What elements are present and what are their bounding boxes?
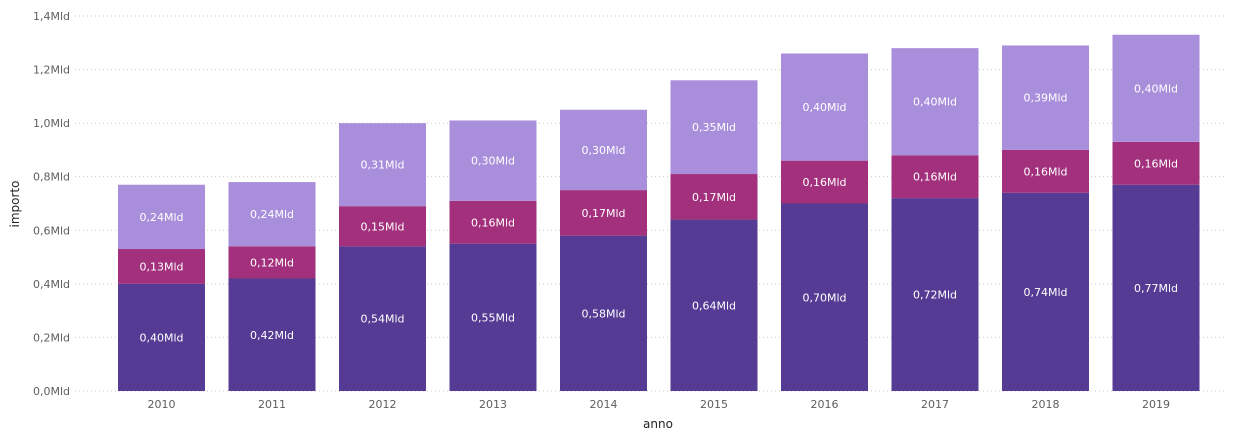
- y-tick-label: 1,2Mld: [33, 64, 70, 77]
- data-label: 0,24Mld: [250, 208, 294, 221]
- data-label: 0,16Mld: [471, 216, 515, 229]
- bar-segment[interactable]: [228, 246, 316, 279]
- x-tick-label: 2018: [1032, 398, 1060, 411]
- data-label: 0,35Mld: [692, 121, 736, 134]
- x-tick-label: 2013: [479, 398, 507, 411]
- x-tick-label: 2010: [148, 398, 176, 411]
- bar-segment[interactable]: [781, 203, 868, 392]
- data-label: 0,13Mld: [139, 260, 183, 273]
- bar-segment[interactable]: [891, 155, 979, 199]
- data-label: 0,74Mld: [1023, 286, 1067, 299]
- data-label: 0,39Mld: [1023, 92, 1067, 105]
- data-label: 0,70Mld: [802, 291, 846, 304]
- bar-segment[interactable]: [1112, 141, 1200, 185]
- x-tick-label: 2019: [1142, 398, 1170, 411]
- bar-segment[interactable]: [560, 190, 647, 236]
- bar-segment[interactable]: [449, 120, 537, 201]
- data-label: 0,16Mld: [1134, 157, 1178, 170]
- bar-segment[interactable]: [1002, 45, 1089, 150]
- x-tick-label: 2012: [369, 398, 397, 411]
- data-label: 0,15Mld: [360, 220, 404, 233]
- data-label: 0,17Mld: [692, 191, 736, 204]
- bar-segment[interactable]: [118, 184, 205, 250]
- data-label: 0,16Mld: [1023, 165, 1067, 178]
- bar-segment[interactable]: [781, 160, 868, 204]
- data-label: 0,17Mld: [581, 207, 625, 220]
- bar-segment[interactable]: [449, 200, 537, 244]
- bar-segment[interactable]: [449, 243, 537, 391]
- bar-segment[interactable]: [670, 174, 758, 220]
- x-axis-title: anno: [643, 417, 673, 431]
- data-label: 0,31Mld: [360, 159, 404, 172]
- bar-segment[interactable]: [339, 123, 426, 207]
- bar-segment[interactable]: [1112, 34, 1200, 142]
- data-label: 0,42Mld: [250, 329, 294, 342]
- bar-segment[interactable]: [1112, 184, 1200, 391]
- bar-segment[interactable]: [891, 198, 979, 391]
- bar-segment[interactable]: [118, 249, 205, 284]
- bar-segment[interactable]: [891, 48, 979, 156]
- data-label: 0,72Mld: [913, 289, 957, 302]
- bar-segment[interactable]: [228, 182, 316, 247]
- x-axis-ticks: 2010 2011 2012 2013 2014 2015 2016 2017 2018 2019: [148, 398, 1171, 411]
- data-label: 0,40Mld: [1134, 82, 1178, 95]
- bar-segment[interactable]: [670, 80, 758, 175]
- bar-segment[interactable]: [228, 278, 316, 392]
- data-label: 0,58Mld: [581, 307, 625, 320]
- bar-segment[interactable]: [339, 206, 426, 247]
- y-tick-label: 1,4Mld: [33, 10, 70, 23]
- data-label: 0,54Mld: [360, 313, 404, 326]
- x-tick-label: 2011: [258, 398, 286, 411]
- y-tick-label: 0,2Mld: [33, 331, 70, 344]
- bar-segment[interactable]: [560, 109, 647, 191]
- bars-layer: [118, 34, 1200, 392]
- data-label: 0,64Mld: [692, 299, 736, 312]
- x-tick-label: 2015: [700, 398, 728, 411]
- bar-segment[interactable]: [118, 283, 205, 391]
- x-tick-label: 2017: [921, 398, 949, 411]
- y-tick-label: 0,8Mld: [33, 171, 70, 184]
- y-tick-label: 0,4Mld: [33, 278, 70, 291]
- data-label: 0,77Mld: [1134, 282, 1178, 295]
- data-label: 0,24Mld: [139, 211, 183, 224]
- data-labels-layer: 0,40Mld 0,13Mld 0,24Mld 0,42Mld 0,12Mld 0,24M…: [139, 82, 1178, 344]
- bar-segment[interactable]: [670, 219, 758, 391]
- data-label: 0,40Mld: [913, 96, 957, 109]
- bar-segment[interactable]: [560, 235, 647, 391]
- x-tick-label: 2014: [590, 398, 618, 411]
- y-tick-label: 0,6Mld: [33, 224, 70, 237]
- data-label: 0,16Mld: [913, 171, 957, 184]
- y-axis-ticks: 0,0Mld 0,2Mld 0,4Mld 0,6Mld 0,8Mld 1,0Mld 1,2M…: [33, 10, 70, 398]
- bar-segment[interactable]: [781, 53, 868, 161]
- y-axis-title: importo: [8, 181, 22, 228]
- y-tick-label: 0,0Mld: [33, 385, 70, 398]
- data-label: 0,30Mld: [581, 144, 625, 157]
- data-label: 0,40Mld: [139, 331, 183, 344]
- x-tick-label: 2016: [811, 398, 839, 411]
- y-tick-label: 1,0Mld: [33, 117, 70, 130]
- data-label: 0,16Mld: [802, 176, 846, 189]
- data-label: 0,12Mld: [250, 256, 294, 269]
- bar-segment[interactable]: [1002, 192, 1089, 391]
- bar-segment[interactable]: [1002, 149, 1089, 193]
- data-label: 0,40Mld: [802, 101, 846, 114]
- data-label: 0,55Mld: [471, 311, 515, 324]
- bar-segment[interactable]: [339, 246, 426, 391]
- data-label: 0,30Mld: [471, 155, 515, 168]
